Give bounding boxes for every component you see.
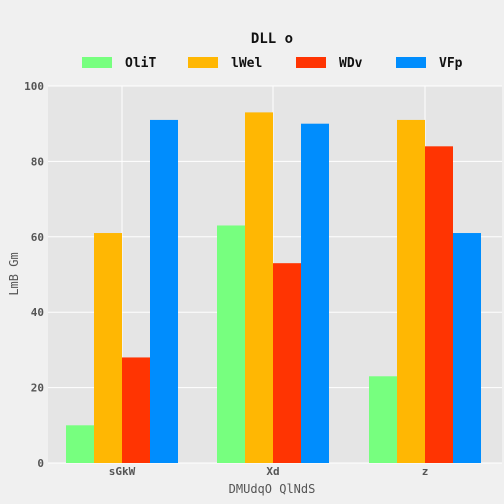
legend-label: lWel	[231, 56, 262, 71]
y-tick-label: 60	[31, 231, 44, 244]
y-tick-label: 0	[37, 457, 44, 470]
legend-item: WDv	[296, 56, 363, 71]
y-tick-label: 40	[31, 306, 44, 319]
y-ticks: 0 20 40 60 80 100	[24, 80, 44, 470]
bar-WDv-z	[425, 146, 453, 463]
y-tick-label: 20	[31, 382, 44, 395]
legend: OliT lWel WDv VFp	[82, 56, 463, 71]
y-tick-label: 100	[24, 80, 44, 93]
bar-VFp-sGkW	[150, 119, 178, 464]
y-tick-label: 80	[31, 155, 44, 168]
x-tick-label: z	[422, 465, 429, 478]
bar-WDv-Xd	[273, 263, 301, 463]
bar-VFp-z	[453, 233, 481, 463]
bar-lWel-z	[397, 119, 425, 464]
bar-OliT-Xd	[217, 225, 245, 463]
bar-WDv-sGkW	[122, 357, 150, 463]
legend-item: OliT	[82, 56, 156, 71]
legend-swatch	[82, 57, 112, 68]
bar-lWel-Xd	[245, 112, 273, 463]
legend-swatch	[188, 57, 218, 68]
x-axis-label: DMUdqO QlNdS	[229, 482, 316, 496]
x-ticks: sGkW Xd z	[109, 465, 429, 478]
bar-OliT-z	[369, 376, 397, 463]
chart-title: DLL o	[251, 31, 293, 47]
x-tick-label: Xd	[266, 465, 279, 478]
bar-VFp-Xd	[301, 123, 329, 463]
legend-item: VFp	[396, 56, 463, 71]
legend-swatch	[396, 57, 426, 68]
y-axis-label: LmB Gm	[7, 252, 21, 295]
legend-label: OliT	[125, 56, 156, 71]
bars	[66, 112, 481, 464]
bar-lWel-sGkW	[94, 233, 122, 463]
legend-swatch	[296, 57, 326, 68]
bar-OliT-sGkW	[66, 425, 94, 463]
legend-label: WDv	[339, 56, 363, 71]
x-tick-label: sGkW	[109, 465, 136, 478]
legend-item: lWel	[188, 56, 262, 71]
legend-label: VFp	[439, 56, 463, 71]
